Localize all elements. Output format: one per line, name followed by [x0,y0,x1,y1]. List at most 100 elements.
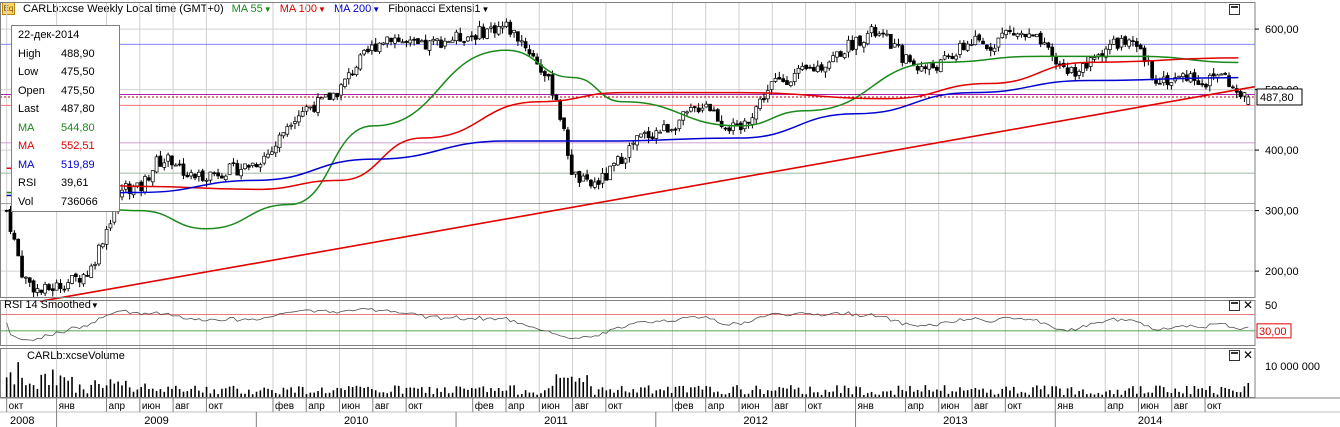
candle-body [662,124,666,132]
candle-body [469,35,474,38]
candle-body [443,40,447,47]
candle-body [231,162,236,165]
moving-averages [6,49,1239,230]
candle-body [604,172,609,181]
candle-body [408,39,413,44]
candle-body [1054,56,1058,65]
candle-body [1084,62,1089,69]
candle-body [381,42,386,45]
candle-body [416,38,420,44]
month-label: июн [142,401,161,412]
candle-body [931,63,935,69]
month-label: апр [508,401,525,412]
data-window-value: 552,51 [61,140,95,152]
candle-body [689,107,693,112]
candle-body [366,48,370,53]
candle-body [104,229,109,245]
rsi-line [6,308,1249,341]
candle-body [1181,73,1185,78]
candle-body [992,47,997,53]
candle-body [1246,96,1251,105]
candle-body [339,84,343,96]
candle-body [704,103,709,108]
candle-body [235,163,240,176]
price-axis[interactable]: 600,00500,00400,00300,00200,00487,805030… [1255,24,1320,373]
ma200-legend[interactable]: MA 200▼ [334,3,380,15]
price-pane-minimize-icon[interactable] [1229,4,1240,15]
candle-body [246,165,251,168]
candle-body [466,36,470,42]
candle-body [858,35,862,46]
fib-legend-suffix: 1 [474,2,481,15]
candle-body [177,163,182,166]
ma100-dropdown-icon[interactable]: ▼ [318,4,326,14]
ma100-legend[interactable]: MA 100▼ [280,3,326,15]
candle-body [93,264,97,266]
candle-body [300,111,305,117]
ma55-legend[interactable]: MA 55▼ [232,3,272,15]
candle-body [404,40,409,43]
year-label: 2014 [1138,415,1162,427]
fib-dropdown-icon[interactable]: ▼ [481,4,490,14]
candle-body [320,97,324,100]
candle-body [589,179,593,187]
rsi-dropdown-icon[interactable]: ▼ [90,301,99,310]
candle-body [639,133,643,138]
candle-body [97,244,101,265]
candle-body [938,59,943,73]
candle-body [281,132,286,137]
candle-body [519,40,524,43]
candle-body [715,109,720,122]
month-label: окт [9,401,24,412]
month-label: фев [475,400,494,412]
rsi-pane-minimize-icon[interactable] [1229,300,1240,311]
candle-body [477,26,482,40]
candle-body [623,158,628,164]
volume-pane-minimize-icon[interactable] [1229,350,1240,361]
data-window-row: High 488,90 [12,45,119,64]
candle-body [827,61,832,69]
candle-body [965,43,970,51]
candle-body [550,74,555,96]
candle-body [31,280,36,293]
candle-body [223,175,228,180]
candle-body [1169,82,1174,86]
candle-body [350,73,355,76]
candle-body [1150,60,1155,79]
rsi-pane-close-icon[interactable]: ✕ [1243,298,1254,312]
candle-body [1050,46,1055,57]
candle-body [1192,72,1197,81]
candle-body [885,33,889,36]
candle-body [665,124,670,133]
candle-body [1073,67,1078,77]
candle-body [181,163,186,176]
candle-body [727,127,732,132]
ma55-dropdown-icon[interactable]: ▼ [263,4,272,14]
volume-pane-close-icon[interactable]: ✕ [1243,348,1254,362]
candle-body [70,274,74,284]
candle-body [819,64,824,71]
time-axis[interactable]: окт янв апр июн авг окт фев апр июн авг окт фев апр и… [0,398,1222,427]
candle-body [692,106,697,108]
candle-body [546,73,551,77]
candle-body [815,65,820,72]
fib-legend[interactable]: Fibonacci Extensi1▼ [388,3,489,15]
price-tick-label: 600,00 [1265,24,1299,36]
candle-body [592,181,597,188]
candle-body [862,42,866,48]
candle-body [266,153,270,158]
candle-body [735,123,739,126]
candle-body [85,275,90,277]
rsi-current-label: 30,00 [1259,326,1287,338]
candle-body [658,131,662,134]
ma200-dropdown-icon[interactable]: ▼ [372,4,381,14]
rsi-current-box [1256,323,1292,339]
data-window-value: 39,61 [61,177,89,189]
candle-body [200,170,205,181]
data-window-row: Low 475,50 [12,63,119,82]
candle-body [1165,75,1170,86]
candle-body [850,39,855,51]
candle-body [77,278,82,283]
candle-body [1015,33,1020,37]
candle-body [896,43,901,46]
